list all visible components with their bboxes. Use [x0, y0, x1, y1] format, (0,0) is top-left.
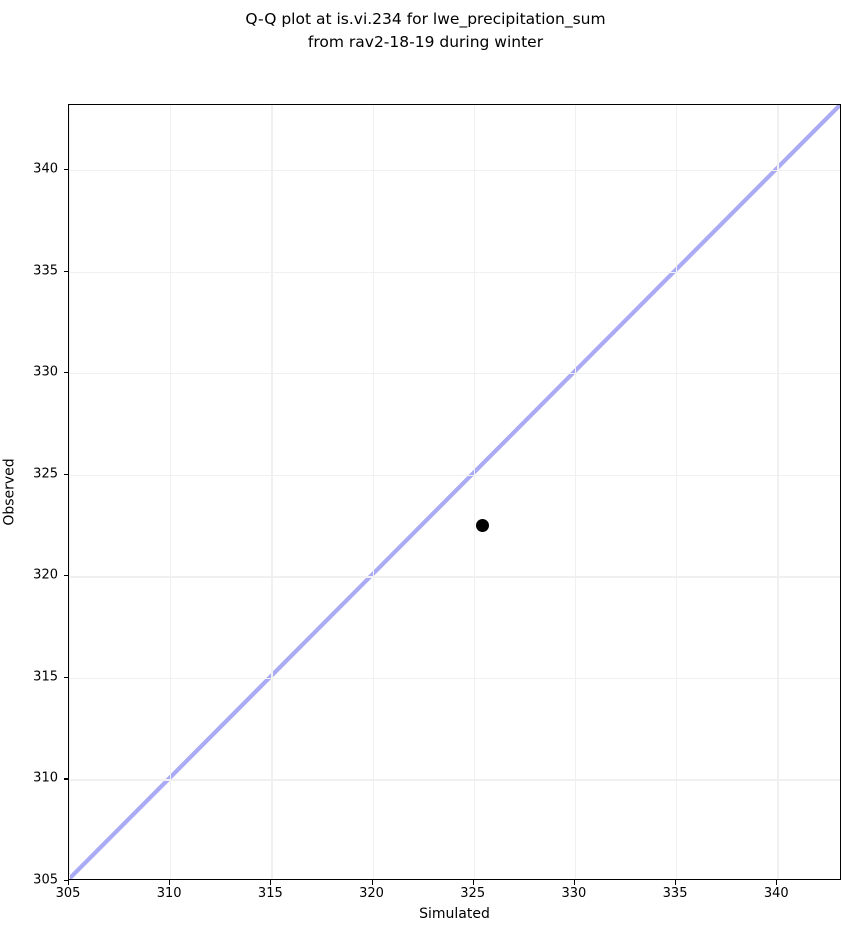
gridline-vertical: [574, 105, 577, 879]
x-tick-label: 310: [156, 886, 182, 901]
x-tick-label: 335: [662, 886, 688, 901]
y-tick-label: 340: [33, 161, 58, 177]
x-tick-mark: [675, 880, 677, 885]
x-tick-mark: [371, 880, 373, 885]
y-tick-mark: [63, 880, 68, 882]
y-tick-mark: [63, 676, 68, 678]
y-tick-mark: [63, 372, 68, 374]
gridline-horizontal: [69, 474, 840, 476]
gridline-vertical: [777, 105, 779, 879]
y-tick-label: 335: [33, 263, 58, 279]
y-tick-label: 325: [33, 466, 58, 482]
gridline-vertical: [372, 105, 374, 879]
gridline-horizontal: [69, 576, 840, 578]
y-tick-mark: [63, 575, 68, 577]
x-tick-mark: [68, 880, 70, 885]
gridline-horizontal: [69, 170, 840, 172]
gridline-vertical: [69, 105, 71, 879]
gridline-vertical: [271, 105, 273, 879]
chart-title: Q-Q plot at is.vi.234 for lwe_precipitat…: [245, 10, 606, 51]
y-tick-label: 330: [33, 364, 58, 380]
x-tick-label: 315: [257, 886, 283, 901]
gridline-horizontal: [69, 779, 840, 781]
x-tick-label: 325: [460, 886, 486, 901]
y-tick-label: 320: [33, 567, 58, 583]
x-tick-label: 320: [359, 886, 384, 901]
x-tick-mark: [169, 880, 171, 885]
x-tick-mark: [573, 880, 575, 885]
y-tick-label: 310: [33, 770, 58, 786]
y-axis-label: Observed: [0, 104, 20, 880]
x-tick-mark: [776, 880, 778, 885]
gridline-vertical: [473, 105, 475, 879]
data-point: [476, 519, 490, 532]
gridline-vertical: [676, 105, 678, 879]
y-tick-mark: [63, 270, 68, 272]
one-to-one-reference-line: [69, 105, 840, 879]
y-tick-mark: [63, 169, 68, 171]
x-axis-label: Simulated: [419, 906, 490, 922]
x-tick-mark: [270, 880, 272, 885]
x-tick-label: 305: [55, 886, 81, 901]
gridline-horizontal: [69, 373, 840, 375]
y-axis-label-text: Observed: [2, 458, 19, 526]
y-tick-label: 305: [33, 872, 58, 888]
gridline-horizontal: [69, 271, 840, 273]
x-tick-mark: [472, 880, 474, 885]
y-tick-mark: [63, 778, 68, 780]
y-tick-label: 315: [33, 669, 58, 685]
y-tick-mark: [63, 473, 68, 475]
plot-area: [68, 104, 841, 880]
x-tick-label: 340: [763, 886, 789, 901]
x-tick-label: 330: [561, 886, 587, 901]
gridline-horizontal: [69, 677, 840, 680]
gridline-vertical: [170, 105, 172, 879]
